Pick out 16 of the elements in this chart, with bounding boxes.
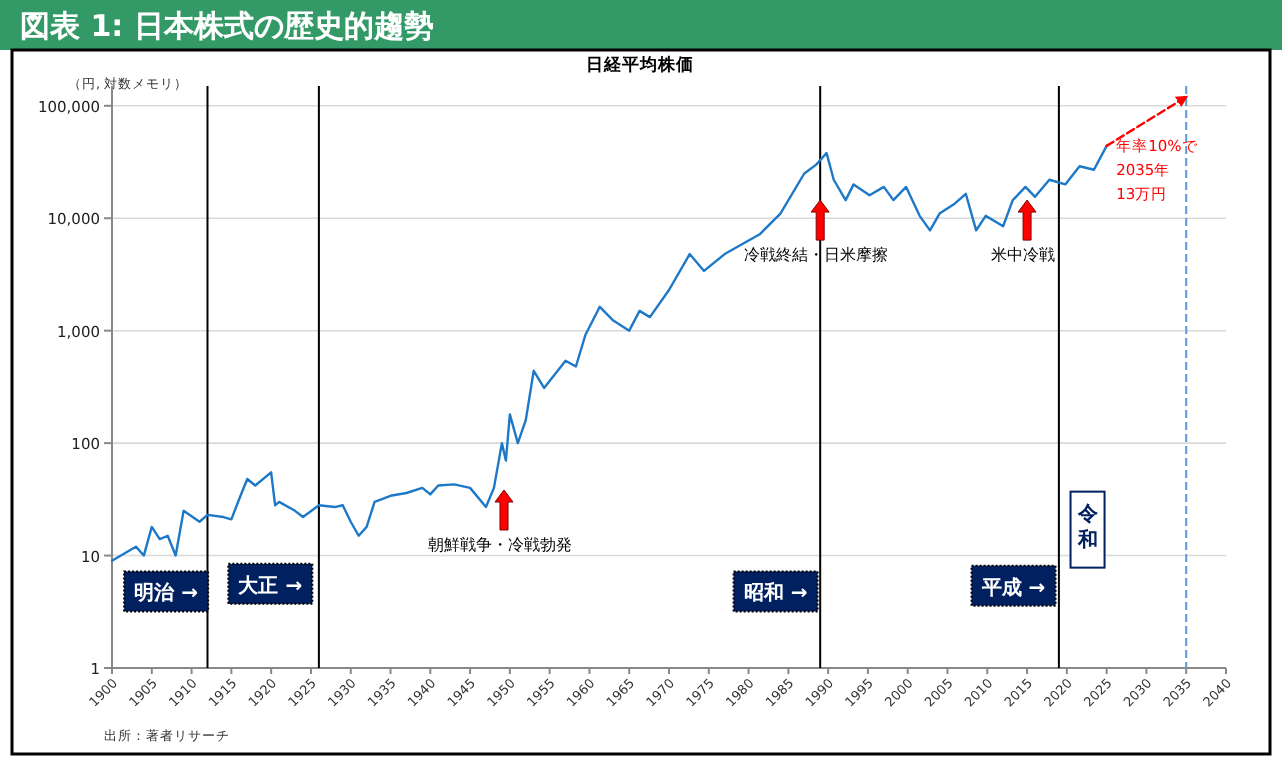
annotation: 朝鮮戦争・冷戦勃発 bbox=[428, 536, 572, 554]
line-series bbox=[110, 144, 1108, 562]
era-box: 令和 bbox=[1069, 490, 1106, 569]
era-box: 昭和 → bbox=[732, 570, 819, 613]
chart-title: 図表 1: 日本株式の歴史的趨勢 bbox=[20, 8, 434, 44]
annotation: 大正 → bbox=[236, 573, 303, 598]
chart-subtitle: 日経平均株価 bbox=[586, 54, 694, 76]
annotation: 令和 bbox=[1075, 501, 1100, 552]
era-box: 平成 → bbox=[970, 564, 1057, 607]
era-box: 大正 → bbox=[227, 562, 314, 605]
annotation: 米中冷戦 bbox=[991, 246, 1056, 265]
era-box: 明治 → bbox=[123, 570, 210, 613]
annotation: 冷戦終結・日米摩擦 bbox=[744, 246, 889, 265]
annotation: 明治 → bbox=[134, 581, 198, 606]
annotation: 平成 → bbox=[979, 575, 1046, 600]
annotation: 昭和 → bbox=[743, 581, 808, 606]
